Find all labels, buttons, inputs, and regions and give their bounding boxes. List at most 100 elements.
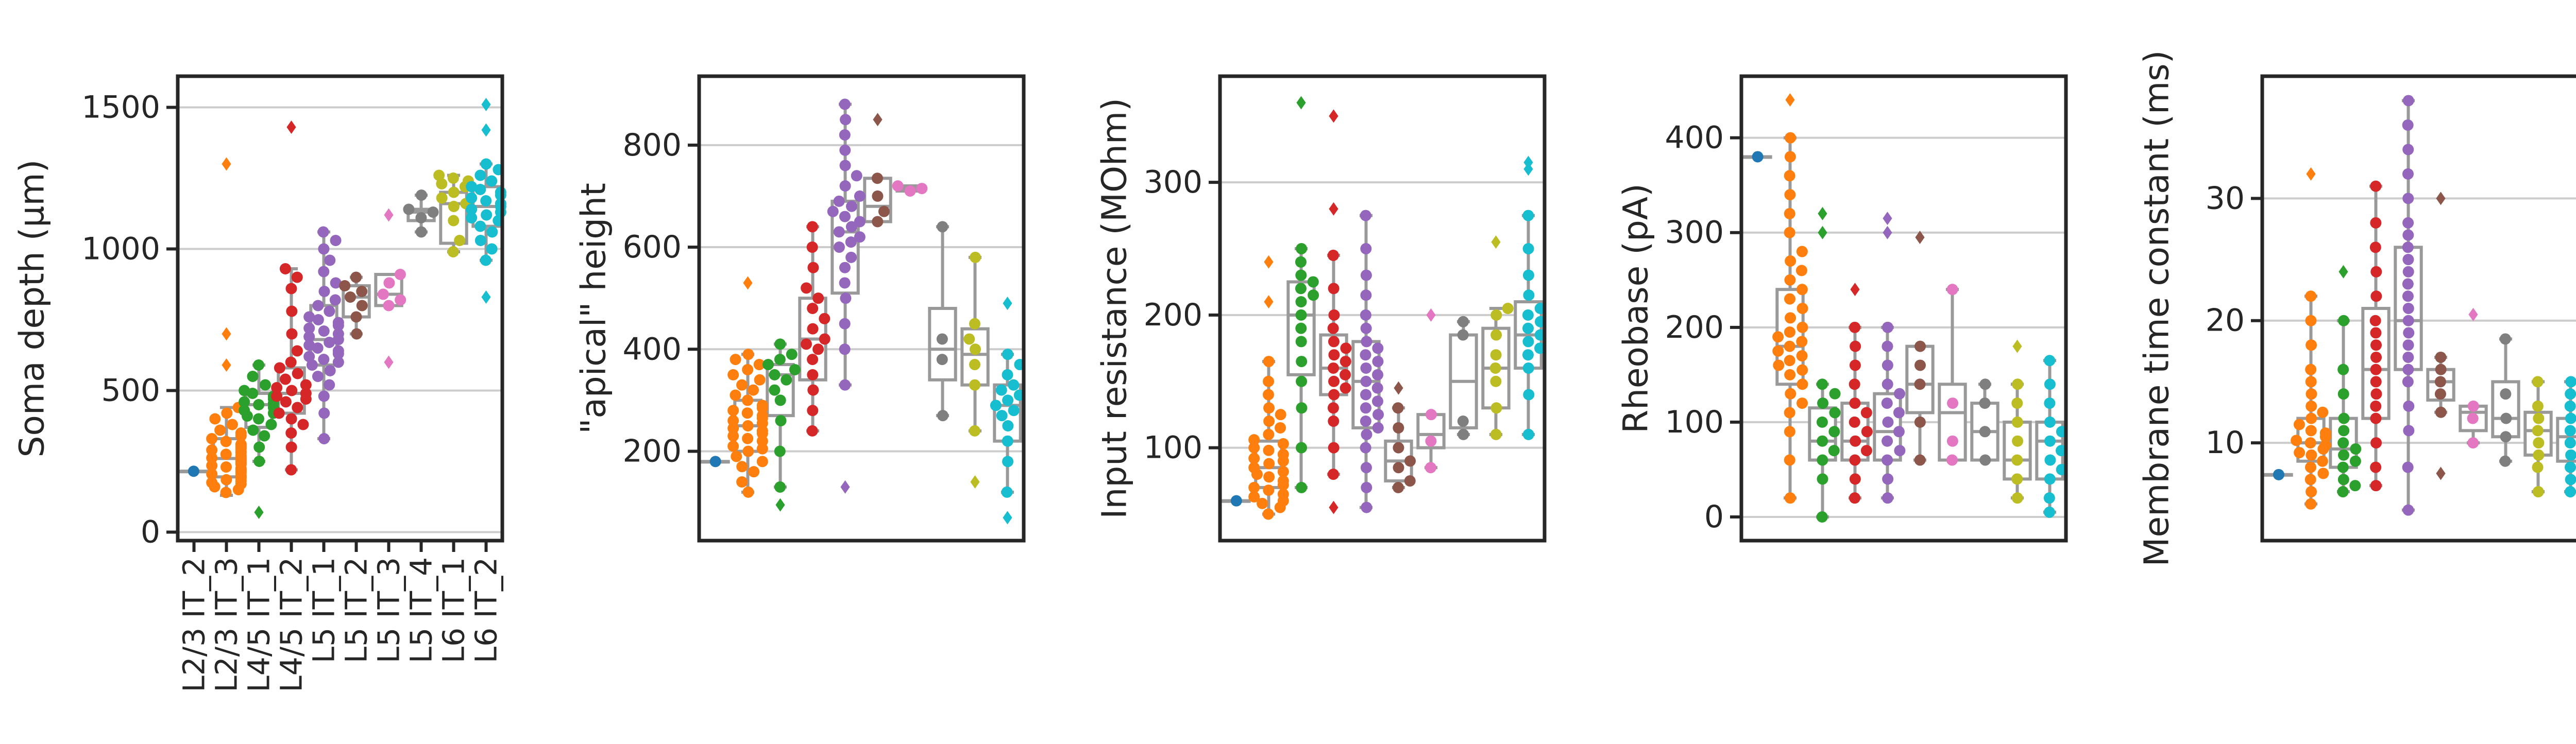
point-2	[1328, 416, 1340, 427]
point-34	[206, 433, 218, 444]
point-1	[736, 476, 748, 488]
point-30	[324, 254, 336, 266]
point-27	[736, 379, 748, 391]
point-4	[2435, 351, 2447, 363]
point-18	[839, 180, 851, 192]
point-19	[2402, 168, 2414, 180]
outlier-1	[384, 208, 394, 222]
point-14	[1263, 458, 1275, 470]
point-0	[2011, 492, 2023, 504]
point-0	[2273, 469, 2284, 480]
point-0	[1001, 486, 1013, 498]
point-2	[1914, 378, 1926, 390]
point-1	[1002, 456, 1014, 468]
point-11	[332, 345, 344, 357]
point-6	[466, 212, 478, 223]
point-9	[2370, 339, 2382, 351]
point-4	[2044, 454, 2056, 466]
point-7	[2370, 364, 2382, 375]
point-23	[840, 114, 852, 126]
box-3	[1808, 206, 1837, 518]
point-2	[1817, 454, 1828, 466]
point-6	[448, 186, 460, 198]
outlier-0	[2306, 167, 2316, 181]
point-7	[833, 241, 845, 253]
point-11	[2565, 376, 2576, 388]
point-15	[846, 200, 858, 212]
point-10	[2402, 303, 2414, 314]
point-16	[2306, 412, 2317, 424]
axes-frame	[1739, 74, 2068, 543]
point-0	[1784, 492, 1796, 504]
point-0	[709, 456, 721, 468]
point-10	[742, 432, 754, 444]
point-8	[2565, 412, 2576, 424]
point-7	[1502, 303, 1514, 314]
axes-frame	[176, 74, 504, 543]
point-6	[2370, 376, 2382, 388]
point-11	[2337, 364, 2349, 375]
point-5	[1295, 336, 1307, 348]
point-6	[306, 359, 318, 371]
point-3	[1296, 375, 1308, 387]
point-20	[286, 305, 298, 317]
point-1	[1404, 475, 1416, 487]
point-1	[1784, 454, 1795, 466]
point-22	[1784, 274, 1796, 286]
point-23	[1360, 243, 1372, 255]
point-15	[806, 221, 818, 233]
point-7	[332, 356, 344, 368]
swarm-3	[762, 338, 801, 493]
point-13	[466, 192, 478, 204]
point-4	[206, 477, 218, 489]
point-6	[221, 474, 232, 486]
point-10	[1295, 283, 1307, 295]
point-8	[1328, 362, 1340, 374]
point-4	[2370, 400, 2382, 412]
point-3	[448, 201, 460, 212]
y-tick-label: 800	[622, 127, 682, 163]
outlier-1	[2436, 192, 2446, 205]
y-tick-label: 0	[141, 514, 160, 550]
point-21	[1796, 284, 1808, 296]
point-30	[1784, 151, 1796, 163]
point-1	[807, 405, 819, 417]
point-0	[969, 425, 980, 437]
outlier-0	[2436, 466, 2446, 480]
point-1	[395, 294, 406, 306]
y-tick-label: 0	[1704, 499, 1724, 535]
point-9	[995, 384, 1007, 396]
point-28	[1784, 189, 1796, 201]
point-5	[1277, 488, 1289, 500]
point-17	[285, 356, 297, 368]
outlier-0	[481, 290, 491, 304]
swarm-2	[727, 349, 768, 498]
point-1	[916, 183, 928, 195]
point-13	[1327, 322, 1339, 334]
point-23	[2305, 315, 2317, 326]
point-17	[332, 328, 344, 340]
point-2	[1425, 409, 1437, 421]
y-axis-label: Input resistance (MOhm)	[1095, 98, 1134, 519]
point-14	[2402, 254, 2414, 266]
outlier-0	[873, 113, 883, 127]
point-2	[2403, 425, 2415, 437]
point-5	[2370, 388, 2382, 400]
point-2	[2467, 400, 2479, 412]
point-31	[753, 359, 765, 371]
outlier-0	[1883, 226, 1892, 239]
point-12	[2370, 290, 2382, 302]
point-1	[285, 441, 297, 453]
point-6	[1849, 416, 1860, 428]
outlier-0	[254, 506, 264, 519]
point-0	[2305, 498, 2317, 510]
y-tick-label: 10	[2206, 425, 2245, 461]
point-5	[1861, 426, 1873, 438]
point-5	[1828, 426, 1840, 438]
point-8	[845, 236, 857, 248]
point-21	[480, 158, 492, 170]
point-4	[1328, 389, 1340, 401]
point-2	[1296, 402, 1308, 414]
point-2	[2370, 437, 2382, 449]
